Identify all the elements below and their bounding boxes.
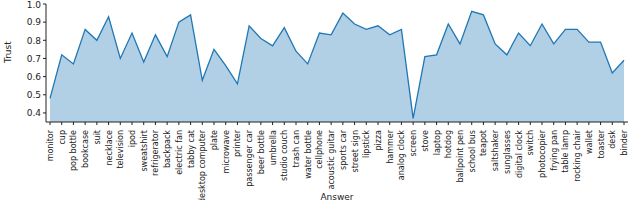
- svg-text:plate: plate: [210, 130, 219, 150]
- svg-text:wallet: wallet: [585, 130, 594, 154]
- svg-text:pop bottle: pop bottle: [69, 130, 78, 171]
- svg-text:tabby cat: tabby cat: [187, 130, 196, 168]
- svg-text:desk: desk: [608, 130, 617, 149]
- svg-text:hotdog: hotdog: [444, 130, 453, 158]
- svg-text:cellphone: cellphone: [315, 130, 324, 169]
- svg-text:television: television: [116, 130, 125, 169]
- svg-text:ballpoint pen: ballpoint pen: [456, 130, 465, 182]
- svg-text:water bottle: water bottle: [304, 130, 313, 179]
- svg-text:beer bottle: beer bottle: [257, 130, 266, 174]
- svg-text:0.6: 0.6: [27, 72, 42, 82]
- svg-text:frying pan: frying pan: [550, 130, 559, 171]
- svg-text:digital clock: digital clock: [515, 130, 524, 178]
- svg-text:refrigerator: refrigerator: [151, 129, 160, 176]
- svg-text:0.9: 0.9: [27, 17, 42, 27]
- svg-text:acoustic guitar: acoustic guitar: [327, 129, 336, 189]
- svg-text:sunglasses: sunglasses: [503, 130, 512, 174]
- svg-text:suit: suit: [93, 130, 102, 145]
- svg-text:photocopier: photocopier: [538, 129, 547, 178]
- svg-text:table lamp: table lamp: [561, 130, 570, 173]
- svg-text:0.8: 0.8: [27, 36, 42, 46]
- svg-text:sports car: sports car: [339, 129, 348, 170]
- svg-text:trash can: trash can: [292, 130, 301, 167]
- svg-text:hammer: hammer: [386, 129, 395, 163]
- svg-text:monitor: monitor: [46, 129, 55, 161]
- svg-text:analog clock: analog clock: [397, 130, 406, 181]
- svg-text:bookcase: bookcase: [81, 130, 90, 168]
- svg-text:0.7: 0.7: [27, 54, 41, 64]
- svg-text:sweatshirt: sweatshirt: [140, 130, 149, 172]
- svg-text:rocking chair: rocking chair: [573, 129, 582, 182]
- svg-text:0.5: 0.5: [27, 90, 41, 100]
- svg-text:toaster: toaster: [597, 129, 606, 158]
- svg-text:lipstick: lipstick: [362, 130, 371, 158]
- svg-text:desktop computer: desktop computer: [198, 129, 207, 200]
- svg-text:umbrella: umbrella: [269, 130, 278, 165]
- svg-text:passenger car: passenger car: [245, 129, 254, 186]
- svg-text:printer: printer: [233, 129, 242, 157]
- svg-text:switch: switch: [526, 130, 535, 156]
- svg-text:1.0: 1.0: [27, 0, 42, 10]
- svg-text:stove: stove: [421, 130, 430, 152]
- svg-text:studio couch: studio couch: [280, 130, 289, 181]
- svg-text:ipod: ipod: [128, 130, 137, 147]
- svg-text:school bus: school bus: [468, 130, 477, 173]
- svg-text:0.4: 0.4: [27, 108, 42, 118]
- svg-text:street sign: street sign: [351, 130, 360, 172]
- svg-text:electric fan: electric fan: [175, 130, 184, 175]
- svg-text:backpack: backpack: [163, 130, 172, 168]
- svg-text:microwave: microwave: [222, 130, 231, 174]
- svg-text:Trust: Trust: [8, 41, 13, 64]
- svg-text:teapot: teapot: [479, 130, 488, 156]
- svg-text:pizza: pizza: [374, 130, 383, 151]
- svg-text:necklace: necklace: [105, 130, 114, 166]
- svg-text:Answer: Answer: [320, 192, 353, 200]
- svg-text:laptop: laptop: [433, 130, 442, 155]
- svg-text:binder: binder: [620, 129, 629, 155]
- svg-text:screen: screen: [409, 130, 418, 157]
- svg-text:saltshaker: saltshaker: [491, 129, 500, 171]
- svg-text:cup: cup: [58, 130, 67, 145]
